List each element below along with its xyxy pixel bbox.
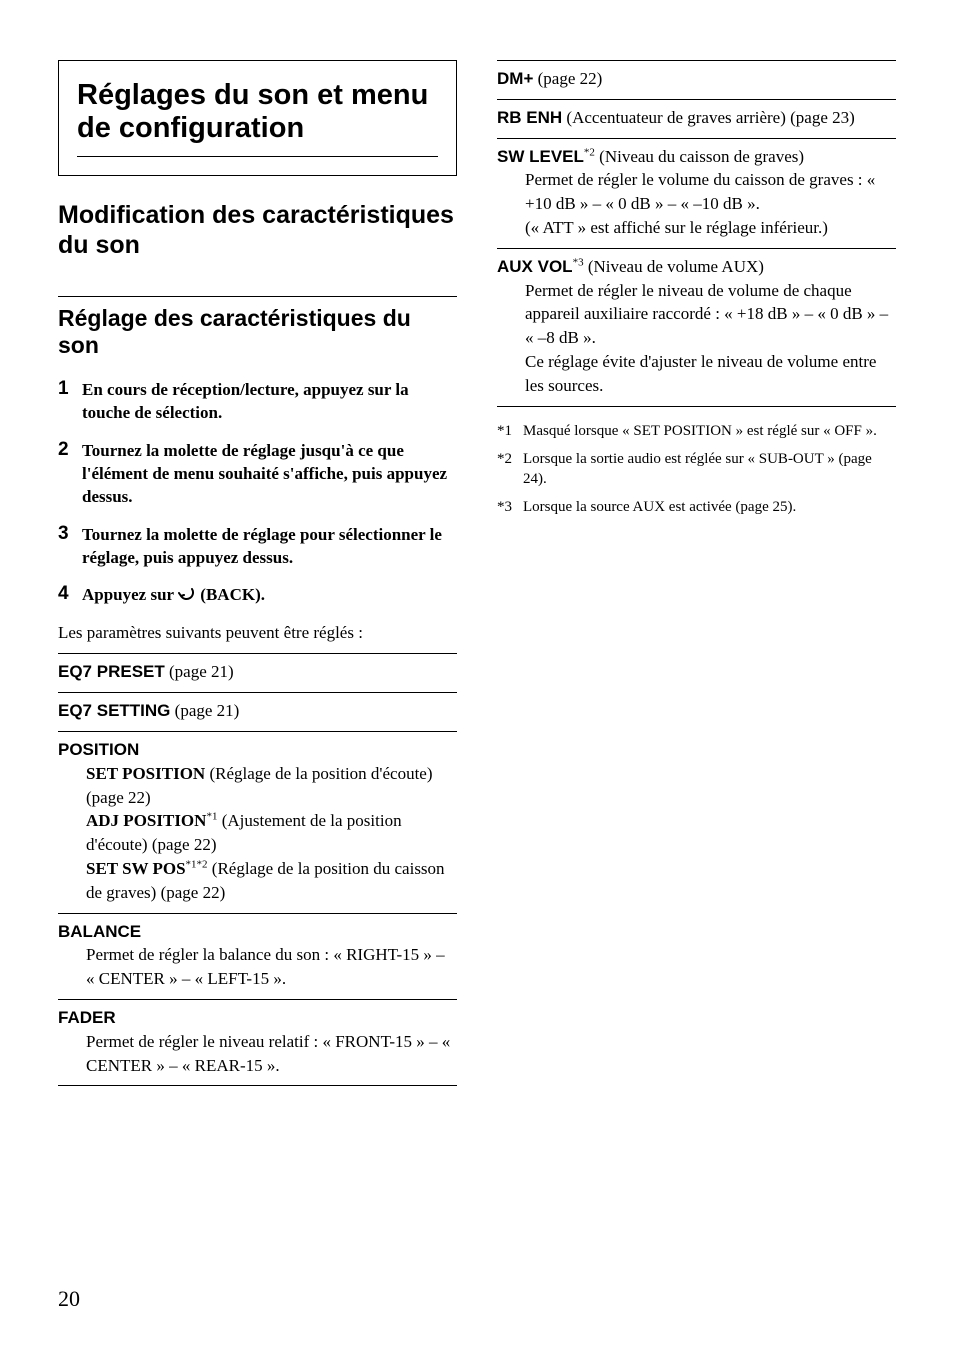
step-text: En cours de réception/lecture, appuyez s… [82,378,457,425]
back-icon [178,586,196,609]
footnote-text: Lorsque la source AUX est activée (page … [523,497,796,517]
param-balance: BALANCE Permet de régler la balance du s… [58,913,457,999]
sup: *2 [584,146,595,158]
section-heading: Modification des caractéristiques du son [58,200,457,260]
step-4-suffix: (BACK). [196,585,265,604]
step-number: 3 [58,523,82,545]
param-inline: (Niveau du caisson de graves) [595,147,804,166]
param-desc: (page 21) [170,701,239,720]
chapter-title: Réglages du son et menu de configuration [77,79,438,157]
body-line-1: Permet de régler le volume du caisson de… [525,170,875,213]
param-title: BALANCE [58,920,457,944]
param-title: RB ENH [497,108,562,127]
param-position: POSITION SET POSITION (Réglage de la pos… [58,731,457,913]
step-1: 1 En cours de réception/lecture, appuyez… [58,378,457,425]
footnote-mark: *1 [497,421,523,441]
sup: *1*2 [186,858,208,870]
param-dmplus: DM+ (page 22) [497,60,896,99]
param-eq7-preset: EQ7 PRESET (page 21) [58,653,457,692]
param-auxvol: AUX VOL*3 (Niveau de volume AUX) Permet … [497,248,896,407]
left-column: Réglages du son et menu de configuration… [58,60,457,1086]
param-desc: (page 21) [165,662,234,681]
body-line-2: (« ATT » est affiché sur le réglage infé… [525,218,828,237]
step-3: 3 Tournez la molette de réglage pour sél… [58,523,457,570]
step-text: Appuyez sur (BACK). [82,583,265,609]
step-4: 4 Appuyez sur (BACK). [58,583,457,609]
param-body: Permet de régler le niveau relatif : « F… [58,1030,457,1078]
param-body: SET POSITION (Réglage de la position d'é… [58,762,457,905]
footnote-text: Lorsque la sortie audio est réglée sur «… [523,449,896,490]
footnote-1: *1 Masqué lorsque « SET POSITION » est r… [497,421,896,441]
step-number: 4 [58,583,82,605]
footnote-text: Masqué lorsque « SET POSITION » est régl… [523,421,877,441]
param-title: EQ7 PRESET [58,662,165,681]
param-inline: (Niveau de volume AUX) [584,257,764,276]
footnote-3: *3 Lorsque la source AUX est activée (pa… [497,497,896,517]
title-box: Réglages du son et menu de configuration [58,60,457,176]
body-line-2: Ce réglage évite d'ajuster le niveau de … [525,352,876,395]
param-body: Permet de régler le niveau de volume de … [497,279,896,398]
param-eq7-setting: EQ7 SETTING (page 21) [58,692,457,731]
param-title: AUX VOL [497,257,573,276]
step-4-prefix: Appuyez sur [82,585,178,604]
sub-label: SET POSITION [86,764,205,783]
right-column: DM+ (page 22) RB ENH (Accentuateur de gr… [497,60,896,1086]
sup: *1 [206,811,217,823]
sub-label: ADJ POSITION [86,811,206,830]
param-body: Permet de régler la balance du son : « R… [58,943,457,991]
param-fader: FADER Permet de régler le niveau relatif… [58,999,457,1086]
param-rbenh: RB ENH (Accentuateur de graves arrière) … [497,99,896,138]
footnote-mark: *2 [497,449,523,490]
sup: *3 [573,256,584,268]
subsection-heading: Réglage des caractéristiques du son [58,296,457,360]
param-title: POSITION [58,738,457,762]
intro-line: Les paramètres suivants peuvent être rég… [58,623,457,643]
param-title: FADER [58,1006,457,1030]
step-text: Tournez la molette de réglage jusqu'à ce… [82,439,457,509]
step-text: Tournez la molette de réglage pour sélec… [82,523,457,570]
param-title: DM+ [497,69,533,88]
step-2: 2 Tournez la molette de réglage jusqu'à … [58,439,457,509]
footnotes: *1 Masqué lorsque « SET POSITION » est r… [497,421,896,518]
content-columns: Réglages du son et menu de configuration… [58,60,896,1086]
footnote-2: *2 Lorsque la sortie audio est réglée su… [497,449,896,490]
page-number: 20 [58,1286,80,1312]
param-body: Permet de régler le volume du caisson de… [497,168,896,239]
step-number: 1 [58,378,82,400]
param-swlevel: SW LEVEL*2 (Niveau du caisson de graves)… [497,138,896,248]
param-title: EQ7 SETTING [58,701,170,720]
step-number: 2 [58,439,82,461]
param-title: SW LEVEL [497,147,584,166]
param-desc: (Accentuateur de graves arrière) (page 2… [562,108,855,127]
footnote-mark: *3 [497,497,523,517]
param-desc: (page 22) [533,69,602,88]
body-line-1: Permet de régler le niveau de volume de … [525,281,888,348]
sub-label: SET SW POS [86,859,186,878]
